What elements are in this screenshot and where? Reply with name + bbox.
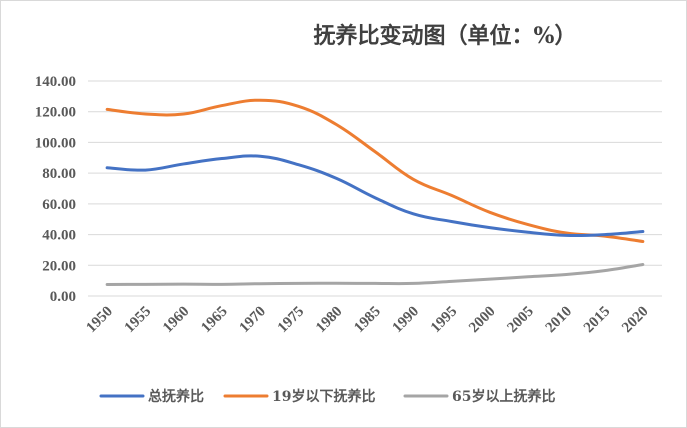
x-tick-label: 1990 <box>390 304 423 337</box>
y-tick-label: 60.00 <box>42 197 76 213</box>
x-tick-label: 1960 <box>160 304 193 337</box>
series-line-1 <box>105 98 645 243</box>
x-tick-label: 1985 <box>351 304 384 337</box>
x-tick-label: 1970 <box>237 304 270 337</box>
chart-title: 抚养比变动图（单位：%） <box>314 23 577 49</box>
y-tick-label: 40.00 <box>42 228 76 244</box>
y-tick-label: 20.00 <box>42 258 76 274</box>
x-tick-label: 1975 <box>275 304 308 337</box>
x-tick-label: 2015 <box>581 304 614 337</box>
x-tick-label: 1950 <box>83 304 116 337</box>
gridlines <box>88 80 662 297</box>
x-tick-label: 1965 <box>198 304 231 337</box>
x-tick-label: 2020 <box>619 304 652 337</box>
series-line-0 <box>105 154 645 238</box>
legend-label-2: 65岁以上抚养比 <box>452 388 555 405</box>
x-tick-label: 1995 <box>428 304 461 337</box>
legend: 总抚养比 19岁以下抚养比 65岁以上抚养比 <box>99 388 555 405</box>
x-axis-ticks: 1950 1955 1960 1965 1970 1975 1980 1985 1990 1995… <box>83 304 651 337</box>
legend-label-0: 总抚养比 <box>148 388 204 405</box>
x-tick-label: 2000 <box>466 304 499 337</box>
series-lines <box>105 98 645 286</box>
x-tick-label: 2010 <box>543 304 576 337</box>
x-tick-label: 2005 <box>504 304 537 337</box>
x-tick-label: 1980 <box>313 304 346 337</box>
y-tick-label: 80.00 <box>42 166 76 182</box>
y-tick-label: 0.00 <box>50 289 76 305</box>
y-tick-label: 120.00 <box>35 105 76 121</box>
y-axis-ticks: 0.00 20.00 40.00 60.00 80.00 100.00 120.00 140.… <box>35 74 76 305</box>
series-line-2 <box>105 263 645 286</box>
legend-label-1: 19岁以下抚养比 <box>272 388 375 405</box>
y-tick-label: 140.00 <box>35 74 76 90</box>
x-tick-label: 1955 <box>122 304 155 337</box>
y-tick-label: 100.00 <box>35 135 76 151</box>
